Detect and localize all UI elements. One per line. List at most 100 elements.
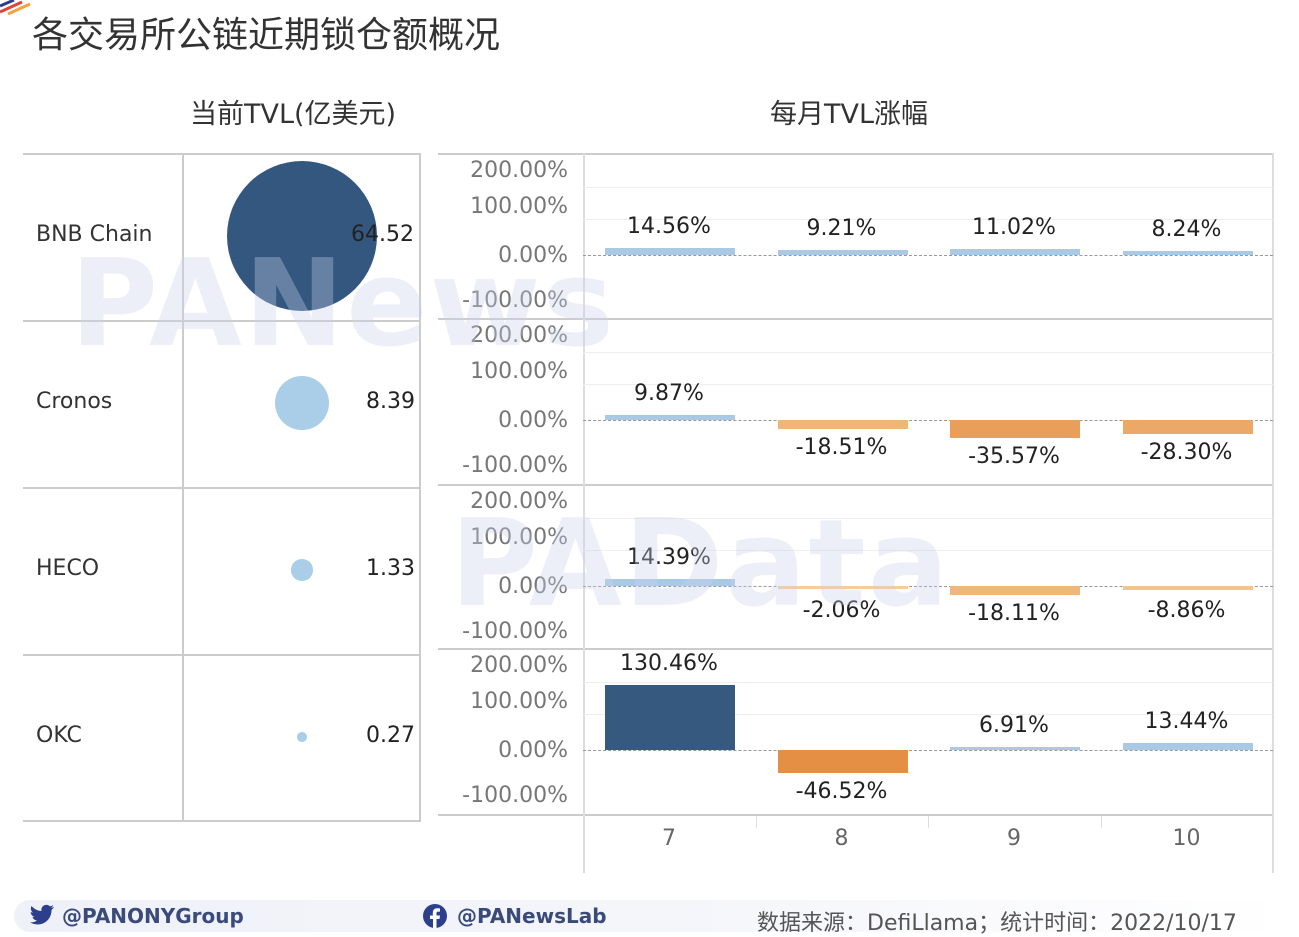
- table-row-divider: [23, 487, 421, 489]
- table-row-divider: [23, 654, 421, 656]
- plot-left-border: [583, 153, 585, 873]
- bar: [950, 746, 1080, 750]
- data-source: 数据来源：DefiLlama；统计时间：2022/10/17: [757, 911, 1237, 936]
- bar: [777, 250, 908, 255]
- facebook-icon: [423, 904, 447, 928]
- facebook-handle: @PANewsLab: [457, 904, 607, 928]
- row-label: HECO: [36, 556, 100, 581]
- y-tick-label: 100.00%: [470, 525, 568, 550]
- footer-bar: [14, 900, 1294, 932]
- bar: [605, 415, 735, 420]
- y-tick-label: -100.00%: [462, 453, 568, 478]
- y-tick-label: 200.00%: [470, 158, 568, 183]
- gridline: [583, 384, 1273, 385]
- x-tick-mark: [1100, 816, 1102, 828]
- bar: [950, 586, 1080, 596]
- panel-divider: [438, 318, 1273, 320]
- row-label: Cronos: [36, 389, 113, 414]
- bar: [950, 249, 1080, 255]
- bar: [777, 750, 908, 774]
- bar: [1122, 420, 1253, 435]
- bar: [605, 247, 735, 255]
- panel-divider: [438, 484, 1273, 486]
- bar-value-label: 9.21%: [806, 216, 877, 242]
- table-column-divider: [182, 153, 184, 821]
- bar-value-label: 9.87%: [634, 381, 704, 407]
- plot-right-border: [1272, 153, 1274, 873]
- tvl-value-label: 8.39: [366, 389, 415, 414]
- y-tick-label: 200.00%: [470, 653, 568, 678]
- x-tick-label: 9: [1007, 826, 1021, 851]
- gridline: [583, 714, 1273, 715]
- bar-value-label: -8.86%: [1147, 598, 1226, 623]
- twitter-icon: [30, 904, 54, 925]
- bar-value-label: 14.39%: [627, 544, 711, 570]
- bar-value-label: 6.91%: [979, 712, 1049, 738]
- bar-value-label: -2.06%: [802, 598, 881, 623]
- y-tick-label: 200.00%: [470, 323, 568, 348]
- table-border: [419, 153, 421, 821]
- bar-value-label: 130.46%: [620, 650, 718, 676]
- tvl-bubble: [297, 732, 307, 742]
- bar-panel-title: 每月TVL涨幅: [770, 99, 929, 130]
- bar-value-label: -28.30%: [1140, 440, 1233, 466]
- tvl-bubble: [274, 375, 330, 431]
- bar-value-label: -18.51%: [795, 435, 888, 461]
- table-row-divider: [23, 820, 421, 822]
- bar-value-label: -46.52%: [795, 779, 888, 805]
- panel-divider: [438, 153, 1273, 155]
- bar-value-label: -35.57%: [968, 443, 1060, 469]
- y-tick-label: 0.00%: [498, 738, 568, 763]
- gridline: [583, 187, 1273, 188]
- bar: [605, 578, 735, 586]
- zero-line: [583, 255, 1273, 256]
- y-tick-label: -100.00%: [462, 783, 568, 808]
- twitter-handle: @PANONYGroup: [62, 904, 244, 928]
- y-tick-label: 0.00%: [498, 243, 568, 268]
- y-tick-label: -100.00%: [462, 619, 568, 644]
- bar: [605, 684, 735, 750]
- row-label: BNB Chain: [36, 222, 153, 247]
- zero-line: [583, 586, 1273, 587]
- y-tick-label: 100.00%: [470, 359, 568, 384]
- x-tick-label: 8: [834, 826, 849, 851]
- brand-stripes-icon: [0, 0, 31, 16]
- bubble-panel-title: 当前TVL(亿美元): [190, 99, 397, 130]
- bar: [1122, 743, 1253, 750]
- bar: [1122, 250, 1253, 255]
- tvl-value-label: 0.27: [366, 723, 415, 748]
- tvl-value-label: 1.33: [366, 556, 415, 581]
- panel-divider: [438, 814, 1273, 816]
- x-tick-mark: [755, 816, 757, 828]
- y-tick-label: 200.00%: [470, 489, 568, 514]
- x-tick-label: 10: [1172, 826, 1201, 851]
- gridline: [583, 352, 1273, 353]
- tvl-value-label: 64.52: [351, 222, 414, 247]
- zero-line: [583, 420, 1273, 421]
- row-label: OKC: [36, 723, 82, 748]
- y-tick-label: -100.00%: [462, 288, 568, 313]
- y-tick-label: 0.00%: [498, 408, 568, 433]
- tvl-bubble: [291, 559, 313, 581]
- bar: [777, 586, 908, 589]
- y-tick-label: 100.00%: [470, 194, 568, 219]
- tvl-bubble: [227, 161, 377, 311]
- gridline: [583, 219, 1273, 220]
- x-tick-mark: [928, 816, 929, 828]
- bar: [950, 420, 1080, 438]
- table-row-divider: [23, 320, 421, 322]
- gridline: [583, 682, 1273, 683]
- table-row-divider: [23, 153, 421, 155]
- bar-value-label: 13.44%: [1144, 709, 1229, 735]
- panel-divider: [438, 648, 1273, 650]
- y-tick-label: 100.00%: [470, 689, 568, 714]
- bar-value-label: 8.24%: [1151, 216, 1222, 242]
- page-title: 各交易所公链近期锁仓额概况: [32, 15, 501, 56]
- bar-value-label: 11.02%: [972, 215, 1056, 241]
- gridline: [583, 518, 1273, 519]
- y-tick-label: 0.00%: [498, 574, 568, 599]
- gridline: [583, 550, 1273, 551]
- zero-line: [583, 750, 1273, 751]
- bar-value-label: 14.56%: [627, 213, 711, 239]
- bar: [1122, 586, 1253, 591]
